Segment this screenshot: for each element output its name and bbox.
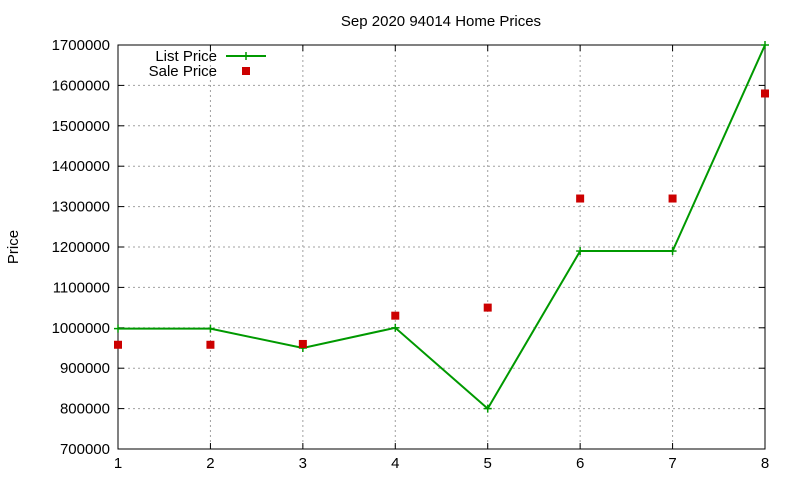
chart-title: Sep 2020 94014 Home Prices: [341, 13, 541, 30]
list-price-point: [206, 324, 215, 333]
x-tick-label: 8: [761, 455, 769, 472]
x-tick-label: 6: [576, 455, 584, 472]
list-price-point: [391, 323, 400, 332]
list-price-point: [114, 324, 122, 333]
x-tick-label: 7: [668, 455, 676, 472]
sale-price-point: [298, 339, 307, 348]
y-axis-label: Price: [5, 230, 22, 264]
list-price-point: [761, 41, 769, 49]
x-tick-label: 5: [484, 455, 492, 472]
sale-price-point: [114, 340, 122, 349]
legend-marker: [242, 67, 250, 75]
legend-marker: [242, 52, 250, 60]
legend-key-list-price: [226, 52, 266, 60]
legend-key-sale-price: [242, 67, 250, 75]
y-tick-label: 1000000: [52, 320, 110, 337]
sale-price-point: [761, 89, 769, 98]
sale-price-point: [668, 194, 677, 203]
y-tick-label: 700000: [60, 441, 110, 458]
x-tick-label: 3: [299, 455, 307, 472]
x-tick-label: 4: [391, 455, 399, 472]
sale-price-point: [391, 311, 400, 320]
axis-ticks: 700000 800000 900000 1000000 1100000 1200000 1…: [52, 37, 770, 472]
series: [114, 41, 769, 413]
sale-price-point: [576, 194, 585, 203]
list-price-point: [483, 404, 492, 413]
legend-label-list-price: List Price: [155, 48, 217, 65]
y-tick-label: 1500000: [52, 118, 110, 135]
y-tick-label: 1100000: [53, 279, 110, 296]
sale-price-point: [483, 303, 492, 312]
list-price-series-line: [118, 44, 766, 411]
y-tick-label: 1600000: [52, 77, 110, 94]
list-price-point: [576, 247, 585, 256]
x-tick-label: 1: [114, 455, 122, 472]
x-tick-label: 2: [206, 455, 214, 472]
grid: [118, 45, 765, 449]
y-tick-label: 900000: [60, 360, 110, 377]
list-price-point: [668, 247, 677, 256]
y-tick-label: 1300000: [52, 199, 110, 216]
legend-label-sale-price: Sale Price: [149, 63, 217, 80]
y-tick-label: 1400000: [52, 158, 110, 175]
y-tick-label: 800000: [60, 401, 110, 418]
plot-frame: [117, 44, 766, 450]
y-tick-label: 1700000: [52, 37, 110, 54]
legend: List Price Sale Price: [149, 48, 266, 80]
y-tick-label: 1200000: [52, 239, 110, 256]
sale-price-point: [206, 340, 215, 349]
